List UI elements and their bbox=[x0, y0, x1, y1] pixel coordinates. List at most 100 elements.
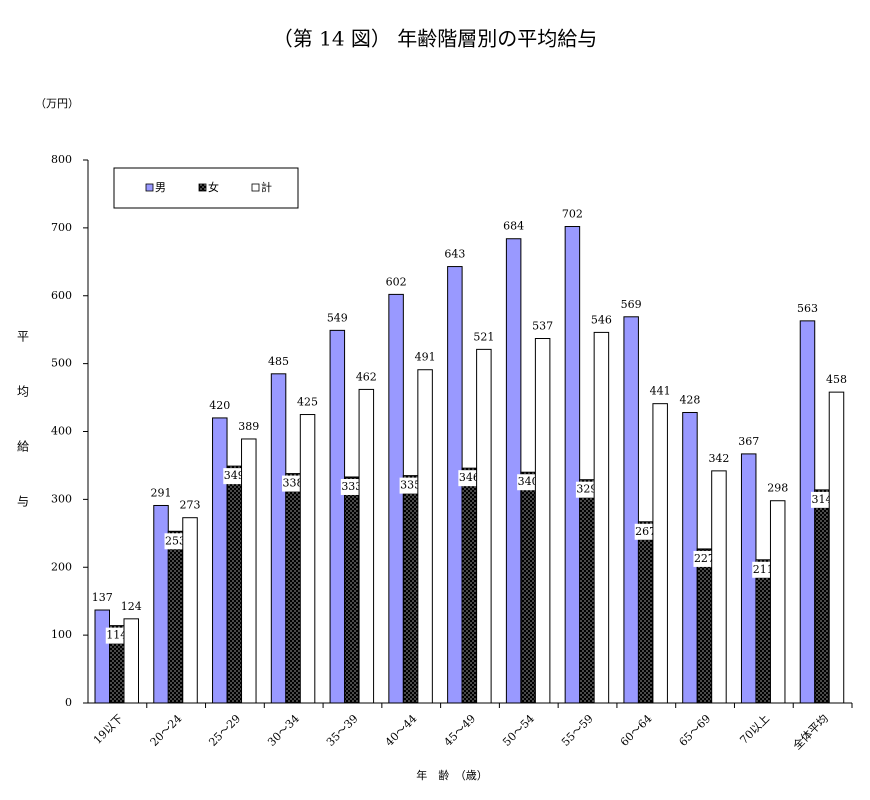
value-label-bg bbox=[634, 523, 657, 540]
value-label: 425 bbox=[297, 396, 318, 409]
bar bbox=[329, 329, 346, 704]
value-label: 273 bbox=[180, 499, 201, 512]
x-tick-label: 35～39 bbox=[324, 712, 361, 749]
bar bbox=[769, 500, 786, 704]
value-label-bg bbox=[223, 468, 246, 485]
value-label-bg bbox=[282, 475, 305, 492]
y-tick-label: 200 bbox=[51, 560, 72, 573]
value-label: 314 bbox=[811, 493, 832, 506]
value-label: 684 bbox=[503, 220, 524, 233]
y-axis-label: 平均給与 bbox=[16, 330, 30, 550]
value-label: 537 bbox=[532, 320, 553, 333]
x-axis-label: 年 齢 （歳） bbox=[416, 768, 488, 782]
value-label: 367 bbox=[738, 435, 759, 448]
x-tick-label: 30～34 bbox=[265, 712, 302, 749]
bar bbox=[402, 475, 419, 704]
value-label: 389 bbox=[238, 420, 259, 433]
y-tick-label: 600 bbox=[51, 289, 72, 302]
value-label: 211 bbox=[753, 563, 774, 576]
value-label: 485 bbox=[268, 355, 289, 368]
value-label-bg bbox=[340, 478, 363, 495]
value-label: 333 bbox=[341, 480, 362, 493]
value-label-bg bbox=[458, 470, 481, 487]
legend-swatch bbox=[145, 183, 154, 192]
y-tick-label: 100 bbox=[51, 628, 72, 641]
value-label: 546 bbox=[591, 313, 612, 326]
value-label: 346 bbox=[459, 471, 480, 484]
value-label: 702 bbox=[562, 208, 583, 221]
value-label: 342 bbox=[708, 452, 729, 465]
value-label-bg bbox=[399, 477, 422, 494]
bar bbox=[299, 414, 316, 704]
bar bbox=[94, 609, 110, 704]
value-label-bg bbox=[517, 474, 540, 491]
value-label: 298 bbox=[767, 482, 788, 495]
bar bbox=[520, 471, 536, 704]
value-label: 137 bbox=[92, 591, 113, 604]
bar bbox=[755, 559, 771, 704]
bar bbox=[637, 521, 654, 704]
value-label: 291 bbox=[151, 486, 172, 499]
value-label: 349 bbox=[224, 469, 245, 482]
bar bbox=[461, 467, 478, 704]
value-label: 491 bbox=[415, 351, 436, 364]
bar bbox=[799, 320, 816, 704]
bar bbox=[388, 293, 404, 704]
value-label: 458 bbox=[826, 373, 847, 386]
bar bbox=[564, 226, 581, 704]
bar bbox=[534, 338, 551, 704]
y-tick-label: 700 bbox=[51, 221, 72, 234]
value-label: 441 bbox=[650, 385, 671, 398]
bar bbox=[167, 530, 184, 704]
legend-label: 女 bbox=[208, 180, 219, 194]
value-label-bg bbox=[752, 561, 775, 578]
legend-swatch bbox=[198, 183, 207, 192]
bar bbox=[476, 348, 492, 704]
bar bbox=[505, 238, 522, 704]
value-label: 563 bbox=[797, 302, 818, 315]
value-label: 329 bbox=[576, 483, 597, 496]
x-tick-label: 60～64 bbox=[618, 712, 655, 749]
x-tick-label: 45～49 bbox=[441, 712, 478, 749]
bar bbox=[270, 373, 287, 704]
x-tick-label: 40～44 bbox=[383, 712, 420, 749]
x-tick-label: 65～69 bbox=[677, 712, 714, 749]
bar bbox=[358, 388, 375, 704]
value-label: 420 bbox=[209, 399, 230, 412]
bar bbox=[828, 391, 845, 704]
value-label: 462 bbox=[356, 370, 377, 383]
x-tick-label: 55～59 bbox=[559, 712, 596, 749]
chart-title: （第 14 図） 年齢階層別の平均給与 bbox=[273, 27, 598, 51]
legend-label: 男 bbox=[155, 181, 166, 194]
x-tick-label: 20～24 bbox=[148, 712, 185, 749]
value-label: 549 bbox=[327, 311, 348, 324]
value-label-bg bbox=[164, 533, 187, 550]
value-label: 340 bbox=[518, 475, 539, 488]
y-tick-label: 0 bbox=[65, 696, 72, 709]
value-label: 428 bbox=[679, 393, 700, 406]
bar bbox=[711, 470, 727, 704]
value-label: 114 bbox=[106, 629, 127, 642]
value-label-bg bbox=[810, 491, 833, 508]
value-label: 227 bbox=[694, 552, 715, 565]
x-tick-label: 全体平均 bbox=[790, 711, 831, 752]
bar bbox=[814, 489, 830, 704]
bar bbox=[123, 618, 139, 704]
y-unit: （万円） bbox=[35, 97, 79, 110]
value-label: 643 bbox=[444, 248, 465, 261]
legend-label: 計 bbox=[261, 180, 272, 194]
bar bbox=[182, 517, 198, 704]
value-label: 602 bbox=[386, 275, 407, 288]
y-tick-label: 800 bbox=[51, 153, 72, 166]
value-label: 338 bbox=[283, 477, 304, 490]
y-tick-label: 300 bbox=[51, 492, 72, 505]
bar bbox=[579, 479, 595, 704]
bar bbox=[344, 476, 360, 704]
bar bbox=[696, 548, 713, 704]
y-tick-label: 400 bbox=[51, 425, 72, 438]
value-label: 521 bbox=[473, 330, 494, 343]
value-label: 569 bbox=[621, 298, 642, 311]
bar bbox=[285, 473, 301, 704]
x-tick-label: 25～29 bbox=[206, 712, 243, 749]
